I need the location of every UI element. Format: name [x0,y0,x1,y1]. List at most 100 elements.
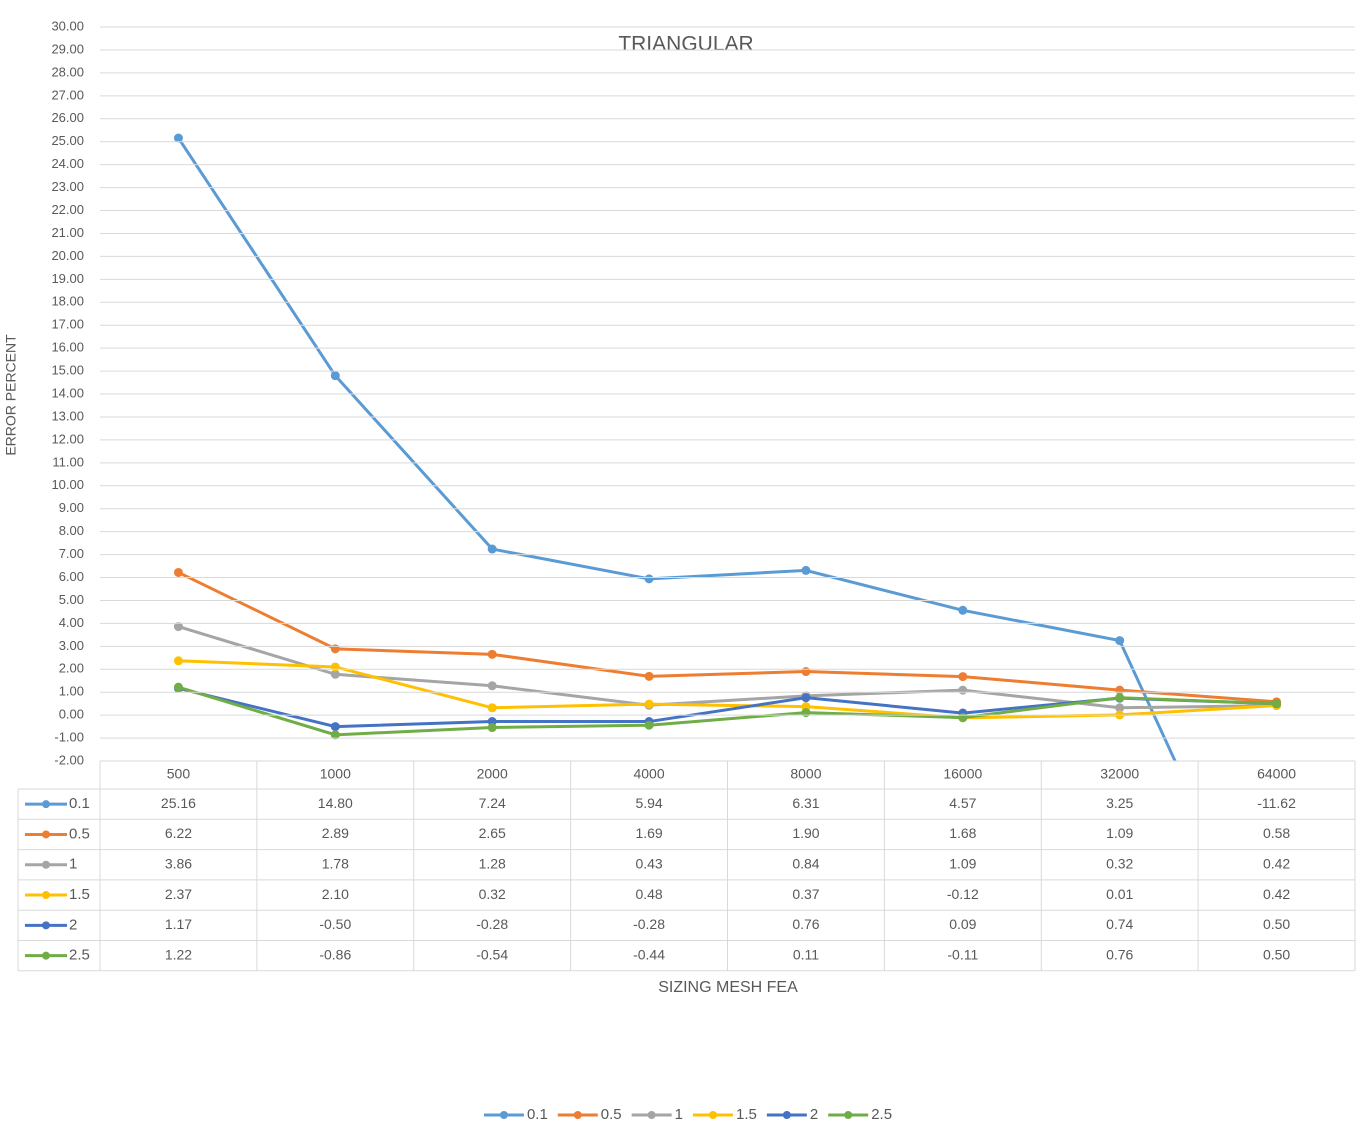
y-tick-label: 3.00 [59,638,84,653]
legend-item: 0.1 [483,1106,548,1123]
table-cell: -11.62 [1257,795,1296,811]
x-tick-label: 500 [167,766,191,782]
table-cell: 0.37 [792,886,819,902]
table-cell: 1.22 [165,946,192,962]
series-marker [330,644,340,654]
legend-key-marker [573,1111,582,1119]
table-cell: 0.48 [635,886,662,902]
table-cell: 0.42 [1263,855,1290,871]
table-cell: 1.78 [322,855,349,871]
legend-label: 2 [810,1106,818,1123]
table-legend-key-marker [42,921,50,930]
y-tick-label: 11.00 [52,454,84,469]
series-marker [1115,693,1125,703]
y-tick-label: 22.00 [51,202,84,217]
series-line [178,625,1277,710]
series-marker [1272,977,1281,986]
table-cell: 6.22 [165,825,192,841]
x-tick-label: 8000 [790,766,821,782]
legend-item: 0.5 [557,1106,622,1123]
y-tick-label: 12.00 [51,431,84,446]
table-cell: -0.12 [947,886,979,902]
x-tick-label: 16000 [943,766,982,782]
y-tick-label: 16.00 [51,340,84,355]
y-tick-label: 23.00 [51,179,84,194]
table-cell: -0.54 [476,946,508,962]
legend-item: 2.5 [828,1106,892,1123]
y-tick-label: 10.00 [51,477,84,492]
table-cell: 2.89 [322,825,349,841]
table-cell: 1.09 [949,855,976,871]
table-cell: 0.74 [1106,916,1133,932]
series-line [178,685,1277,737]
series-marker [958,672,968,682]
table-series-name: 2 [69,916,77,933]
table-cell: 0.58 [1263,825,1290,841]
table-cell: 1.90 [792,825,819,841]
legend-item: 1 [631,1106,683,1123]
table-cell: -0.44 [633,946,665,962]
series-marker [330,662,340,672]
table-cell: 1.17 [165,916,192,932]
table-cell: 0.42 [1263,886,1290,902]
plot-area [173,133,1282,986]
series-marker [644,671,654,681]
x-tick-label: 64000 [1257,766,1296,782]
series-marker [173,133,183,143]
table-cell: 2.65 [479,825,506,841]
legend-item: 1.5 [693,1106,757,1123]
x-tick-label: 32000 [1100,766,1139,782]
series-marker [644,720,654,730]
table-legend-key-marker [42,860,50,869]
table-series-name: 0.5 [69,825,90,842]
y-tick-label: 20.00 [51,248,84,263]
y-tick-label: 24.00 [51,156,84,171]
table-cell: -0.11 [947,946,978,962]
y-tick-label: 0.00 [59,707,84,722]
table-cell: 0.76 [1106,946,1133,962]
series-marker [487,723,497,733]
y-tick-label: 28.00 [51,64,84,79]
table-legend-key-marker [42,800,50,809]
series-marker [173,567,183,577]
chart-title: TRIANGULAR [618,33,753,56]
table-legend-key-marker [42,951,50,960]
table-legend-key-marker [42,891,50,900]
legend-label: 0.5 [601,1106,622,1123]
table-cell: -0.28 [476,916,508,932]
table-cell: 7.24 [479,795,506,811]
table-series-name: 1.5 [69,886,90,903]
y-tick-label: 9.00 [59,500,84,515]
table-cell: 5.94 [635,795,662,811]
series-marker [487,544,497,554]
series-line [177,137,1177,761]
legend-key-marker [499,1111,508,1119]
series-marker [1115,636,1125,646]
y-axis-title: ERROR PERCENT [3,334,19,456]
table-cell: 0.50 [1263,946,1290,962]
series-marker [487,703,497,713]
series-marker [173,682,183,692]
table-cell: 4.57 [949,795,976,811]
legend-item: 2 [766,1106,818,1123]
table-cell: 3.86 [165,855,192,871]
table-cell: 0.43 [635,855,662,871]
y-tick-label: 6.00 [59,569,84,584]
series-marker [801,565,811,575]
table-cell: 25.16 [161,795,196,811]
y-tick-label: 27.00 [51,87,84,102]
series-marker [330,730,340,740]
y-tick-label: -1.00 [54,730,84,745]
series-marker [958,713,968,723]
series-marker [173,656,183,666]
legend-label: 1.5 [736,1106,757,1123]
table-cell: 0.84 [792,855,819,871]
table-cell: 2.37 [165,886,192,902]
y-tick-label: 26.00 [51,110,84,125]
table-cell: 1.09 [1106,825,1133,841]
series-marker [801,708,811,718]
table-legend-key-marker [42,830,50,839]
y-tick-label: 18.00 [51,294,84,309]
y-tick-label: 2.00 [59,661,84,676]
